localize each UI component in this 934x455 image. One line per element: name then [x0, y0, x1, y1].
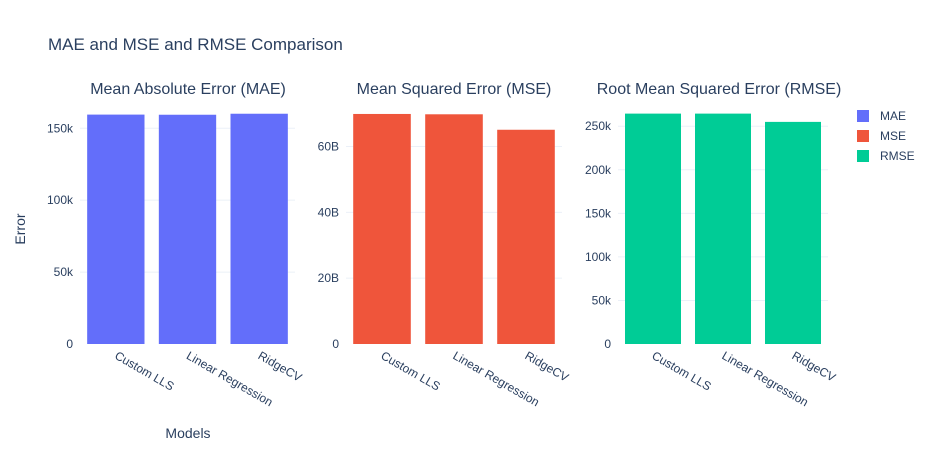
- y-tick-label: 100k: [47, 193, 74, 207]
- subplot-title: Mean Squared Error (MSE): [357, 81, 552, 98]
- legend-swatch: [857, 150, 869, 162]
- y-axis-title: Error: [12, 213, 28, 244]
- legend-label: RMSE: [880, 149, 915, 163]
- x-tick-label: Custom LLS: [379, 348, 443, 393]
- y-tick-label: 0: [66, 337, 73, 351]
- legend-item-mae[interactable]: MAE: [857, 109, 906, 123]
- legend: MAE MSE RMSE: [857, 109, 915, 163]
- y-tick-label: 200k: [585, 163, 612, 177]
- subplot-title: Mean Absolute Error (MAE): [90, 81, 286, 98]
- legend-label: MAE: [880, 109, 906, 123]
- bar-mse-0[interactable]: [353, 113, 411, 345]
- bar-mae-0[interactable]: [87, 114, 145, 345]
- subplot-mae: Mean Absolute Error (MAE) 0 50k 100k 150k Cus…: [47, 81, 304, 409]
- x-tick-label: Custom LLS: [112, 348, 176, 393]
- y-tick-label: 50k: [54, 265, 74, 279]
- x-tick-label: Custom LLS: [650, 348, 714, 393]
- legend-swatch: [857, 130, 869, 142]
- y-tick-label: 60B: [318, 140, 339, 154]
- subplot-panels: Mean Absolute Error (MAE) 0 50k 100k 150k Cus…: [47, 81, 841, 409]
- y-tick-label: 0: [332, 337, 339, 351]
- x-tick-label: RidgeCV: [523, 348, 572, 384]
- y-tick-label: 150k: [585, 206, 612, 220]
- subplot-mse: Mean Squared Error (MSE) 0 20B 40B 60B Custom…: [318, 81, 571, 409]
- y-tick-label: 100k: [585, 250, 612, 264]
- y-tick-label: 150k: [47, 121, 74, 135]
- y-tick-label: 250k: [585, 119, 612, 133]
- bar-mae-1[interactable]: [158, 114, 217, 345]
- y-tick-label: 0: [604, 337, 611, 351]
- legend-label: MSE: [880, 129, 906, 143]
- bar-rmse-1[interactable]: [695, 113, 751, 344]
- chart-title: MAE and MSE and RMSE Comparison: [48, 35, 343, 54]
- bar-mse-1[interactable]: [425, 114, 483, 345]
- legend-item-rmse[interactable]: RMSE: [857, 149, 915, 163]
- bar-mae-2[interactable]: [230, 113, 288, 344]
- bar-mse-2[interactable]: [497, 129, 555, 344]
- y-tick-label: 20B: [318, 271, 339, 285]
- x-tick-label: RidgeCV: [790, 348, 839, 384]
- subplot-rmse: Root Mean Squared Error (RMSE) 0 50k 100k 15…: [585, 81, 841, 409]
- bar-rmse-2[interactable]: [765, 121, 821, 344]
- subplot-title: Root Mean Squared Error (RMSE): [597, 81, 842, 98]
- x-tick-label: RidgeCV: [256, 348, 305, 384]
- y-tick-label: 40B: [318, 205, 339, 219]
- bar-rmse-0[interactable]: [625, 113, 681, 344]
- legend-swatch: [857, 110, 869, 122]
- y-tick-label: 50k: [592, 293, 612, 307]
- x-axis-title: Models: [165, 425, 210, 441]
- legend-item-mse[interactable]: MSE: [857, 129, 906, 143]
